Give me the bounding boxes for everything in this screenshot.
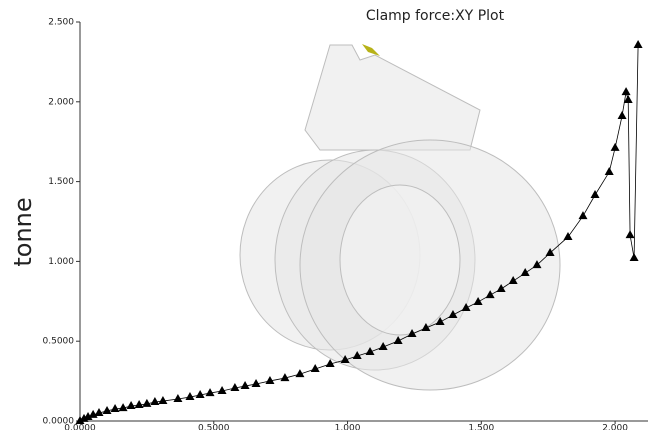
y-tick-label: 0.5000 bbox=[43, 337, 75, 347]
data-point bbox=[206, 388, 215, 396]
y-tick-label: 2.000 bbox=[48, 97, 74, 107]
data-point bbox=[127, 401, 136, 409]
data-point bbox=[173, 394, 182, 402]
x-tick-label: 2.000 bbox=[602, 424, 628, 430]
data-point bbox=[150, 397, 159, 405]
x-tick-label: 0.0000 bbox=[64, 424, 96, 430]
chart: Clamp force:XY Plot tonne 0.0000 0.5000 1.… bbox=[0, 0, 648, 430]
data-point bbox=[630, 253, 639, 261]
data-point bbox=[634, 40, 643, 48]
y-tick-label: 2.500 bbox=[48, 18, 74, 28]
chart-title: Clamp force:XY Plot bbox=[366, 8, 505, 24]
data-point bbox=[578, 211, 587, 219]
part-tip bbox=[362, 44, 380, 56]
x-tick-label: 0.5000 bbox=[198, 424, 230, 430]
data-point bbox=[605, 167, 614, 175]
data-point bbox=[135, 400, 144, 408]
data-point bbox=[158, 396, 167, 404]
y-tick-label: 1.500 bbox=[48, 177, 74, 187]
x-tick-label: 1.000 bbox=[335, 424, 361, 430]
y-tick-label: 1.000 bbox=[48, 257, 74, 267]
background-part bbox=[240, 45, 560, 390]
data-point bbox=[618, 111, 627, 119]
data-point bbox=[591, 190, 600, 198]
data-point bbox=[626, 230, 635, 238]
y-axis-label: tonne bbox=[9, 197, 37, 266]
x-tick-label: 1.500 bbox=[468, 424, 494, 430]
data-point bbox=[622, 87, 631, 95]
data-point bbox=[111, 404, 120, 412]
data-point bbox=[611, 143, 620, 151]
